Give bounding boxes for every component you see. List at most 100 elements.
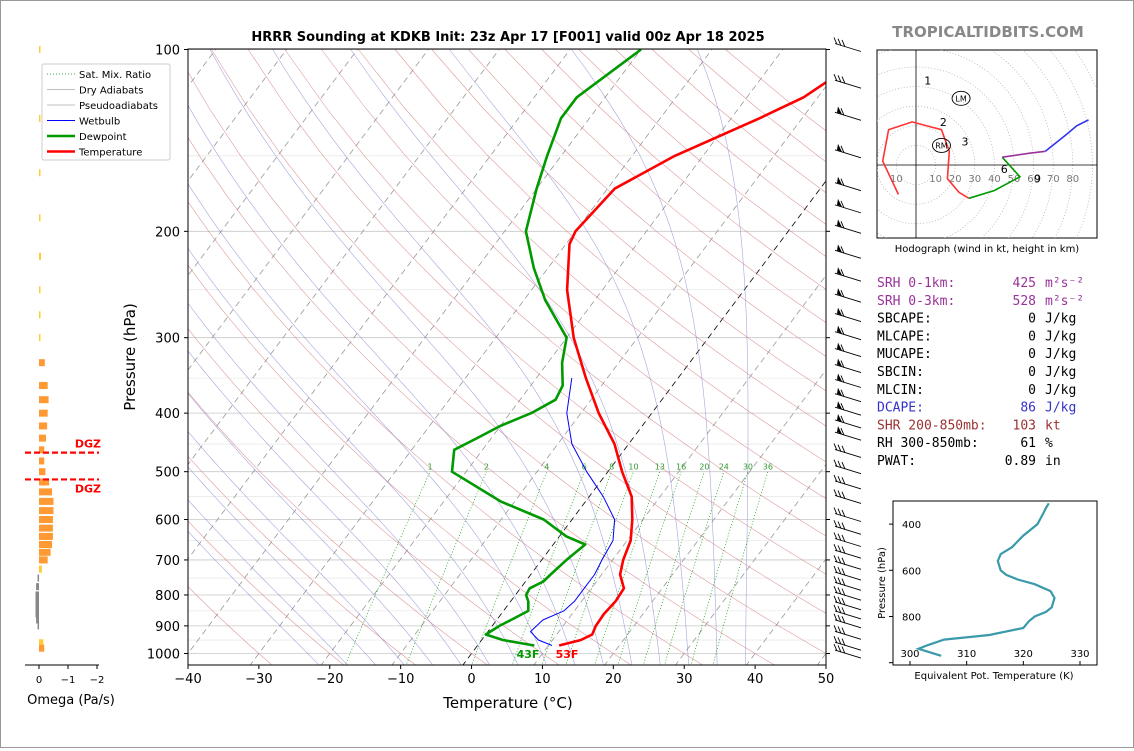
- hodograph-height-label: 3: [962, 136, 969, 149]
- skewt-ylabel: Pressure (hPa): [121, 303, 139, 411]
- dry-adiabat: [468, 49, 826, 357]
- omega-bar: [39, 46, 41, 53]
- index-value: 0: [1028, 383, 1036, 398]
- isotherm: [188, 49, 500, 466]
- y-tick-label: 300: [155, 332, 180, 347]
- omega-bar: [39, 252, 42, 260]
- wind-barb: [833, 459, 862, 475]
- wind-barb: [833, 595, 862, 611]
- wind-barb: [834, 325, 862, 341]
- y-tick-label: 600: [155, 514, 180, 529]
- moist-adiabat: [272, 49, 633, 665]
- wind-barb: [834, 387, 862, 403]
- index-unit: J/kg: [1045, 365, 1076, 380]
- moist-adiabat: [188, 431, 405, 665]
- surface-dewpoint-label: 43F: [517, 648, 540, 661]
- index-label: SRH 0-1km:: [877, 276, 955, 291]
- dry-adiabat: [188, 520, 345, 665]
- isotherm: [1, 50, 3, 667]
- hodograph-frame: [876, 49, 1098, 239]
- theta-e-x-tick-label: 320: [1014, 649, 1033, 660]
- theta-e-x-tick-label: 330: [1070, 649, 1089, 660]
- temperature-line: [558, 80, 826, 647]
- mixing-ratio-line: [541, 471, 612, 665]
- omega-bar: [35, 610, 39, 618]
- y-tick-label: 700: [155, 554, 180, 569]
- omega-panel: 0 −1 −2 DGZ DGZ: [25, 46, 104, 686]
- omega-tick-label: 0: [36, 675, 42, 686]
- wind-barb: [833, 565, 862, 581]
- isotherm: [533, 274, 826, 665]
- index-label: MUCAPE:: [877, 347, 932, 362]
- hodograph-ring-label: 70: [1047, 174, 1060, 185]
- omega-bar: [39, 516, 53, 524]
- legend-label: Temperature: [78, 148, 142, 159]
- moist-adiabat: [449, 49, 689, 665]
- dry-adiabat: [188, 455, 417, 665]
- dry-adiabat: [188, 201, 704, 665]
- wind-barb: [834, 106, 862, 121]
- storm-motion-marker: [951, 90, 971, 106]
- moist-adiabat: [188, 104, 576, 665]
- index-row: MLCAPE: 0 J/kg: [877, 329, 1076, 344]
- dry-adiabat: [247, 49, 826, 575]
- isotherm: [320, 49, 784, 665]
- wind-barb: [834, 288, 862, 303]
- omega-bar: [39, 644, 45, 652]
- skewt-background-lines: 1 2 4 6 8 10 13 16 20 24 30 36: [1, 49, 826, 667]
- x-tick-label: 0: [467, 672, 475, 687]
- x-tick-label: −30: [245, 672, 272, 687]
- wind-barb: [833, 73, 862, 89]
- theta-e-xlabel: Equivalent Pot. Temperature (K): [914, 671, 1073, 682]
- omega-bar: [36, 616, 39, 624]
- mixing-ratio-line: [344, 471, 431, 665]
- storm-motion-label: LM: [955, 94, 966, 103]
- omega-bar: [39, 359, 45, 367]
- dgz-label: DGZ: [75, 482, 101, 495]
- hodograph-ring-label: 30: [968, 174, 981, 185]
- hodograph-trace: [968, 156, 1022, 200]
- moist-adiabat: [188, 350, 462, 665]
- mixing-ratio-line: [664, 471, 725, 665]
- x-tick-label: 50: [818, 672, 835, 687]
- theta-e-y-tick-label: 800: [902, 612, 921, 623]
- wind-barb: [833, 543, 862, 559]
- hodograph-ring-label: 20: [949, 174, 962, 185]
- skewt-legend: Sat. Mix. Ratio Dry Adiabats Pseudoadiabat…: [41, 63, 171, 161]
- index-row: SBCAPE: 0 J/kg: [877, 312, 1076, 327]
- wind-barb: [834, 267, 862, 282]
- moist-adiabat: [188, 499, 348, 665]
- hodograph-ring-label: 10: [890, 174, 903, 185]
- wind-barb: [834, 401, 862, 416]
- omega-bar: [39, 639, 44, 647]
- theta-e-ylabel: Pressure (hPa): [877, 547, 888, 619]
- y-tick-label: 1000: [147, 648, 180, 663]
- storm-motion-label: RM: [935, 141, 948, 150]
- mixing-ratio-label: 10: [628, 463, 638, 472]
- wind-barb: [834, 413, 862, 429]
- mixing-ratio-line: [511, 471, 585, 665]
- index-row: MUCAPE: 0 J/kg: [877, 347, 1076, 362]
- theta-e-panel: 300 310 320 330 400 600 800: [889, 500, 1098, 666]
- legend-label: Dewpoint: [79, 132, 127, 143]
- wind-barb: [833, 507, 862, 522]
- omega-bar: [39, 382, 48, 390]
- y-tick-label: 200: [155, 225, 180, 240]
- index-value: 528: [1013, 294, 1036, 309]
- hodograph-trace: [1044, 119, 1089, 152]
- index-label: PWAT:: [877, 454, 916, 469]
- wind-barb: [834, 373, 862, 388]
- wind-barb: [834, 426, 862, 441]
- hodograph-ring-label: 40: [988, 174, 1001, 185]
- mixing-ratio-line: [712, 471, 769, 665]
- hodograph-trace: [881, 121, 970, 199]
- omega-bar: [37, 622, 40, 630]
- dry-adiabat: [188, 264, 632, 665]
- x-tick-label: −10: [387, 672, 414, 687]
- moist-adiabat: [350, 49, 661, 665]
- index-row: PWAT: 0.89 in: [877, 454, 1061, 469]
- omega-bar: [35, 604, 39, 612]
- isotherm: [188, 49, 571, 560]
- index-label: SHR 200-850mb:: [877, 418, 987, 433]
